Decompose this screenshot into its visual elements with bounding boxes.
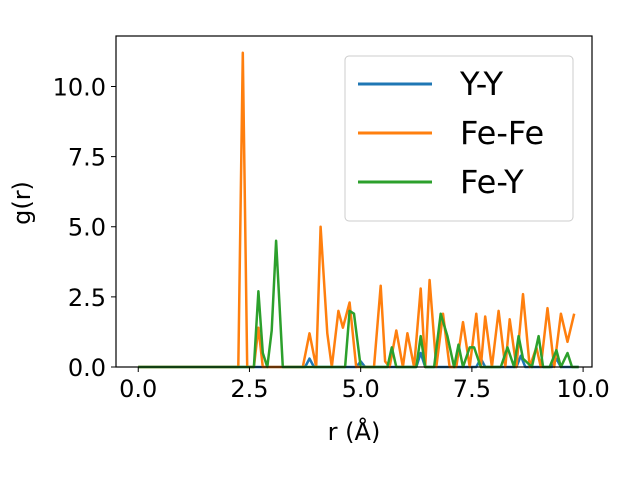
y-tick-label: 10.0 xyxy=(53,73,106,101)
legend-frame xyxy=(344,55,574,222)
x-axis-label: r (Å) xyxy=(328,417,381,446)
y-tick-label: 0.0 xyxy=(68,354,106,382)
x-tick-label: 10.0 xyxy=(556,375,609,403)
y-tick-label: 7.5 xyxy=(68,144,106,172)
legend: Y-Y Fe-Fe Fe-Y xyxy=(344,55,574,222)
legend-label-fe-y: Fe-Y xyxy=(460,163,524,201)
y-axis: 0.0 2.5 5.0 7.5 10.0 xyxy=(53,73,116,382)
y-axis-label: g(r) xyxy=(8,181,36,225)
x-tick-label: 7.5 xyxy=(453,375,491,403)
y-tick-label: 5.0 xyxy=(68,214,106,242)
plot-frame xyxy=(115,35,593,368)
x-tick-label: 0.0 xyxy=(119,375,157,403)
legend-label-fe-fe: Fe-Fe xyxy=(460,114,544,152)
x-tick-label: 5.0 xyxy=(342,375,380,403)
x-axis: 0.0 2.5 5.0 7.5 10.0 xyxy=(119,367,610,403)
legend-label-y-y: Y-Y xyxy=(459,65,504,103)
y-tick-label: 2.5 xyxy=(68,284,106,312)
x-tick-label: 2.5 xyxy=(230,375,268,403)
series-line-fe-fe xyxy=(138,51,576,369)
